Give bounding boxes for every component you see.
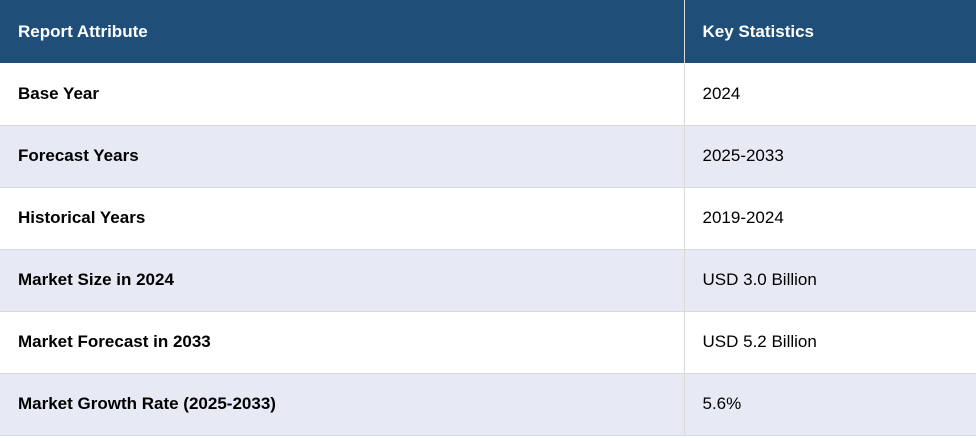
value-cell: 5.6% [684, 373, 976, 436]
attribute-cell: Historical Years [0, 187, 685, 250]
value-cell: 2019-2024 [684, 187, 976, 250]
attribute-cell: Base Year [0, 63, 685, 126]
value-cell: USD 5.2 Billion [684, 311, 976, 374]
table-header: Report Attribute Key Statistics [0, 0, 976, 63]
table-row: Market Growth Rate (2025-2033) 5.6% [0, 373, 976, 436]
value-cell: 2024 [684, 63, 976, 126]
attribute-cell: Market Size in 2024 [0, 249, 685, 312]
table-row: Base Year 2024 [0, 63, 976, 126]
table-body: Base Year 2024 Forecast Years 2025-2033 Hist… [0, 63, 976, 436]
value-cell: USD 3.0 Billion [684, 249, 976, 312]
header-cell: Key Statistics [684, 0, 976, 63]
table-row: Market Forecast in 2033 USD 5.2 Billion [0, 311, 976, 374]
attribute-cell: Market Forecast in 2033 [0, 311, 685, 374]
table-row: Historical Years 2019-2024 [0, 187, 976, 250]
header-cell: Report Attribute [0, 0, 685, 63]
value-cell: 2025-2033 [684, 125, 976, 188]
table-row: Market Size in 2024 USD 3.0 Billion [0, 249, 976, 312]
attribute-cell: Market Growth Rate (2025-2033) [0, 373, 685, 436]
header-row: Report Attribute Key Statistics [0, 0, 976, 63]
table-row: Forecast Years 2025-2033 [0, 125, 976, 188]
attribute-cell: Forecast Years [0, 125, 685, 188]
